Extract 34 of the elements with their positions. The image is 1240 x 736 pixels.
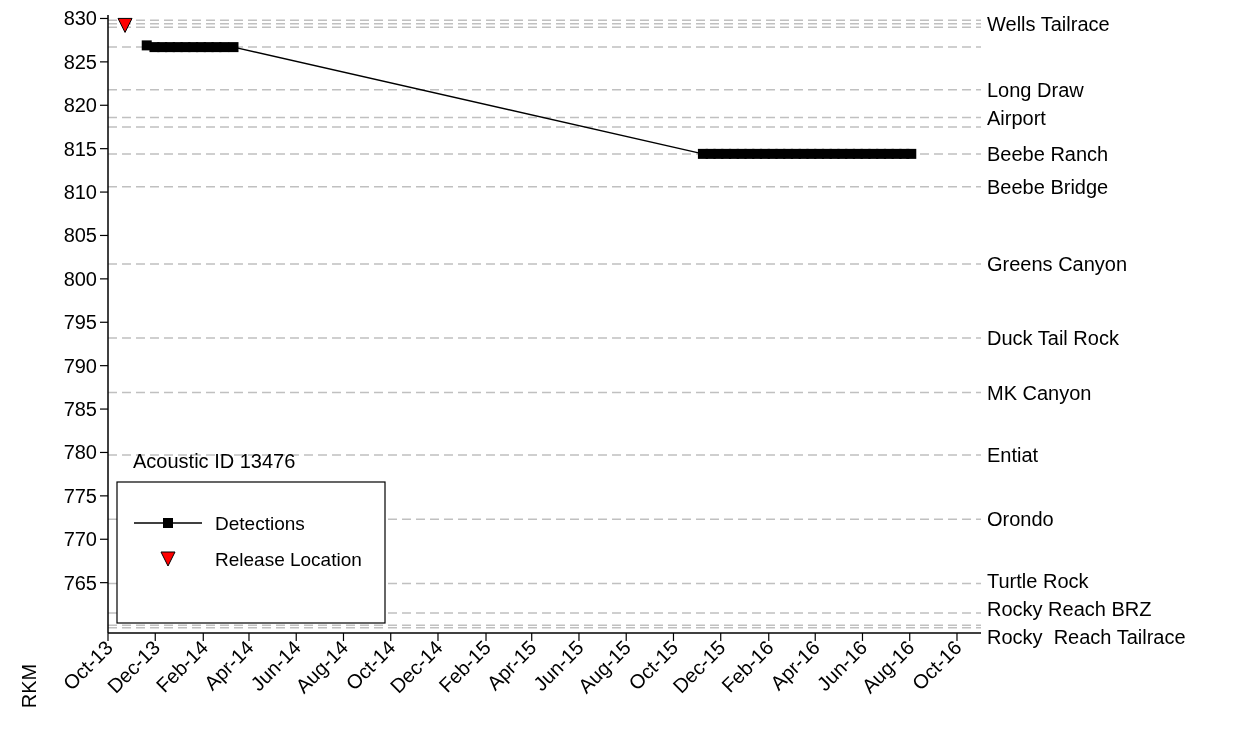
point (117, 17, 133, 33)
ref-line-label: Long Draw (987, 78, 1085, 101)
y-tick-label: 770 (63, 528, 97, 551)
y-tick-label: 800 (63, 267, 97, 290)
y-tick-label: 780 (63, 441, 97, 464)
ref-line-label: Rocky Reach Tailrace (987, 626, 1186, 648)
point (228, 42, 239, 53)
ref-line-label: MK Canyon (987, 381, 1092, 404)
y-tick-label: 775 (63, 484, 97, 507)
ref-line-label: Duck Tail Rock (987, 326, 1120, 349)
y-tick-label: 815 (63, 137, 97, 160)
ref-line-label: Rocky Reach BRZ (987, 598, 1152, 620)
y-tick-label: 810 (63, 181, 97, 204)
ref-line-label: Wells Tailrace (987, 12, 1110, 35)
y-tick-label: 830 (63, 7, 97, 30)
y-tick-label: 795 (63, 311, 97, 334)
point (906, 148, 917, 159)
ref-line-label: Greens Canyon (987, 253, 1128, 276)
ref-line-label: Beebe Ranch (987, 142, 1109, 165)
legend-label: Detections (215, 513, 305, 534)
ref-line-label: Entiat (987, 444, 1039, 467)
y-tick-label: 785 (63, 398, 97, 421)
y-tick-label: 790 (63, 354, 97, 377)
y-tick-label: 765 (63, 571, 97, 594)
y-tick-label: 820 (63, 94, 97, 117)
ref-line-label: Turtle Rock (987, 570, 1090, 592)
ref-line-label: Orondo (987, 508, 1054, 531)
ref-line-label: Airport (987, 106, 1047, 129)
y-tick-label: 825 (63, 50, 97, 73)
y-tick-label: 805 (63, 224, 97, 247)
legend-title: Acoustic ID 13476 (133, 450, 296, 472)
legend-label: Release Location (215, 549, 362, 570)
ref-line-label: Beebe Bridge (987, 175, 1109, 198)
y-axis-title: RKM (18, 663, 40, 709)
